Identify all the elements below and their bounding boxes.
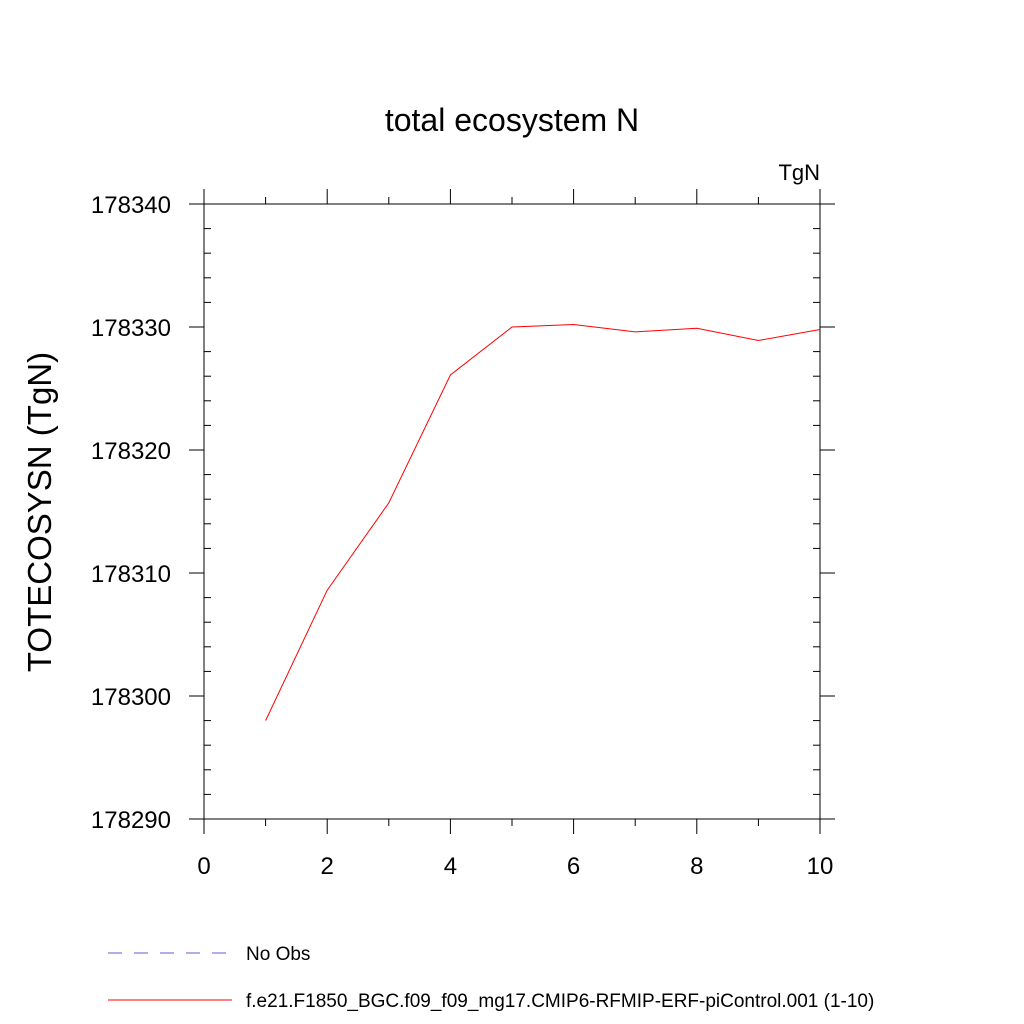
ticks: 0 2 4 6 8 10 178290 178300 178310 178320 178330 178… xyxy=(91,189,835,880)
legend-label: No Obs xyxy=(246,944,310,965)
series-line xyxy=(265,323,821,721)
y-axis-label: TOTECOSYSN (TgN) xyxy=(21,352,58,672)
x-tick-label: 8 xyxy=(690,853,703,880)
units-label: TgN xyxy=(778,160,820,185)
y-tick-label: 178340 xyxy=(91,192,171,219)
series xyxy=(265,323,821,721)
x-tick-label: 4 xyxy=(444,853,457,880)
y-tick-label: 178320 xyxy=(91,438,171,465)
y-tick-label: 178290 xyxy=(91,807,171,834)
x-tick-label: 2 xyxy=(321,853,334,880)
legend-label: f.e21.F1850_BGC.f09_f09_mg17.CMIP6-RFMIP… xyxy=(246,991,874,1012)
legend: No Obs f.e21.F1850_BGC.f09_f09_mg17.CMIP6… xyxy=(108,944,874,1012)
chart-title: total ecosystem N xyxy=(385,102,639,138)
x-tick-label: 10 xyxy=(807,853,834,880)
y-tick-label: 178300 xyxy=(91,684,171,711)
y-tick-label: 178330 xyxy=(91,315,171,342)
y-tick-label: 178310 xyxy=(91,561,171,588)
x-tick-label: 6 xyxy=(567,853,580,880)
axes xyxy=(203,203,821,820)
x-tick-label: 0 xyxy=(197,853,210,880)
plot-frame xyxy=(203,203,821,820)
